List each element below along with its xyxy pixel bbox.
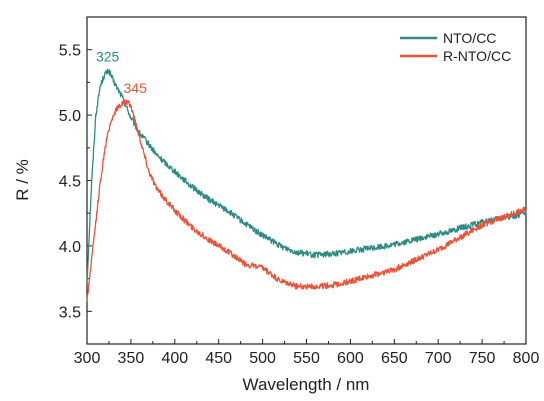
x-tick-label: 600	[337, 350, 364, 367]
series-line-nto-cc	[86, 68, 527, 284]
y-tick-label: 5.0	[59, 108, 81, 125]
x-axis-title: Wavelength / nm	[243, 375, 370, 394]
x-tick-label: 800	[513, 350, 540, 367]
y-tick-label: 4.5	[59, 174, 81, 191]
peak-label-345: 345	[124, 80, 148, 96]
x-tick-label: 500	[249, 350, 276, 367]
x-tick-label: 400	[161, 350, 188, 367]
series-layer	[86, 68, 527, 302]
series-line-r-nto-cc	[86, 99, 527, 302]
peak-label-325: 325	[96, 49, 120, 65]
legend-label-r-nto-cc: R-NTO/CC	[443, 48, 511, 64]
y-tick-label: 4.0	[59, 239, 81, 256]
legend: NTO/CC R-NTO/CC	[400, 30, 511, 64]
y-axis-title: R / %	[13, 159, 32, 201]
x-axis-ticks: 300 350 400 450 500 550 600 650 700 750 800	[74, 339, 540, 367]
x-tick-label: 750	[469, 350, 496, 367]
y-axis-ticks: 3.5 4.0 4.5 5.0 5.5	[59, 16, 92, 345]
x-tick-label: 350	[118, 350, 145, 367]
x-tick-label: 650	[381, 350, 408, 367]
x-tick-label: 300	[74, 350, 101, 367]
x-tick-label: 550	[293, 350, 320, 367]
x-tick-label: 450	[205, 350, 232, 367]
x-tick-label: 700	[425, 350, 452, 367]
y-tick-label: 3.5	[59, 304, 81, 321]
y-tick-label: 5.5	[59, 43, 81, 60]
legend-label-nto-cc: NTO/CC	[443, 30, 496, 46]
